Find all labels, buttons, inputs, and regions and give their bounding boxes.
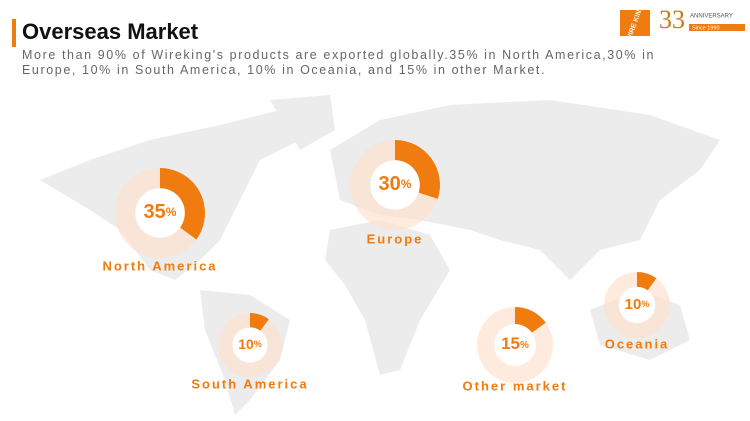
value: 10 (625, 296, 642, 313)
donut-hole (494, 324, 536, 366)
donut-hole (618, 286, 656, 324)
donut-segment (515, 307, 546, 333)
region-label: North America (102, 258, 217, 273)
value: 15 (501, 334, 520, 353)
donut-hole (232, 327, 268, 363)
region-label: Oceania (605, 336, 670, 351)
value: 35 (144, 201, 166, 223)
donut-segment (395, 140, 440, 199)
value-label: 30% (379, 173, 412, 195)
value: 10 (238, 336, 254, 352)
value-label: 15% (501, 334, 529, 353)
logo: WIRE KING 33 ANNIVERSARY Since 1990 (620, 4, 745, 42)
logo-since: Since 1990 (692, 25, 720, 31)
region-label: South America (191, 376, 308, 391)
unit: % (254, 339, 262, 349)
value-label: 10% (238, 336, 262, 352)
donut-hole (135, 188, 185, 238)
region-label: Europe (367, 231, 424, 246)
value: 30 (379, 173, 401, 195)
title-accent (12, 19, 16, 47)
unit: % (401, 177, 412, 191)
region-label: Other market (463, 378, 568, 393)
logo-text: ANNIVERSARY (690, 14, 733, 20)
description: More than 90% of Wireking's products are… (22, 48, 656, 77)
unit: % (520, 340, 529, 351)
unit: % (641, 299, 649, 309)
donut-segment (250, 313, 269, 331)
title: Overseas Market (22, 19, 199, 44)
logo-number: 33 (659, 5, 685, 34)
value-label: 35% (144, 201, 177, 223)
donut-segment (160, 168, 205, 240)
donut-segment (637, 272, 657, 291)
donut-hole (370, 160, 420, 210)
value-label: 10% (625, 296, 650, 313)
unit: % (166, 205, 177, 219)
